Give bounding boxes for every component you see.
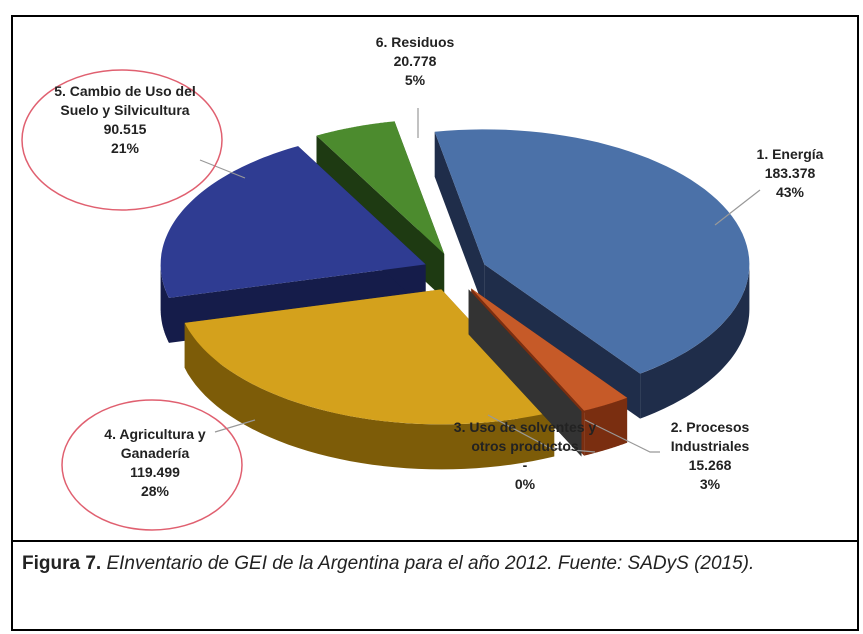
slice-amount: 20.778 — [393, 53, 437, 69]
slice-percent: 43% — [775, 184, 805, 200]
slice-amount: 183.378 — [764, 165, 816, 181]
frame — [11, 15, 859, 631]
slice — [468, 289, 582, 457]
slice-name: 3. Uso de solventes y otros productos — [453, 419, 597, 454]
leader — [487, 414, 596, 453]
slice-top — [471, 288, 628, 411]
slice-amount: 119.499 — [130, 464, 180, 480]
highlight — [21, 69, 223, 211]
slice-label: 1. Energía 183.378 43% — [735, 145, 845, 202]
slice-percent: 0% — [514, 476, 536, 492]
leader — [214, 419, 256, 433]
slice-percent: 28% — [140, 483, 170, 499]
slice-top — [316, 121, 445, 254]
slice-label: 2. Procesos Industriales 15.268 3% — [645, 418, 775, 494]
slice-label: 6. Residuos 20.778 5% — [355, 33, 475, 90]
slice-percent: 21% — [110, 140, 140, 156]
slice-amount: - — [522, 457, 528, 473]
slice-amount: 90.515 — [103, 121, 147, 137]
caption-text: EInventario de GEI de la Argentina para … — [106, 553, 755, 574]
slice-label: 3. Uso de solventes y otros productos - 0% — [440, 418, 610, 494]
slice-wall — [468, 289, 582, 457]
slice-name: 6. Residuos — [375, 34, 455, 50]
slice-side — [184, 322, 555, 470]
slice-percent: 3% — [699, 476, 721, 492]
slice-name: 2. Procesos Industriales — [670, 419, 750, 454]
leader-lines — [199, 108, 761, 453]
caption: Figura 7. EInventario de GEI de la Argen… — [22, 550, 852, 578]
slice-percent: 5% — [404, 72, 426, 88]
caption-label: Figura 7. — [22, 553, 102, 574]
slice-side — [640, 264, 750, 419]
highlight — [61, 399, 243, 531]
slice-name: 1. Energía — [756, 146, 824, 162]
leader — [199, 159, 246, 179]
slice-top — [184, 289, 555, 425]
slice-side — [160, 264, 169, 343]
slice-amount: 15.268 — [688, 457, 732, 473]
slice-name: 4. Agricultura y Ganadería — [104, 426, 206, 461]
leader — [714, 189, 761, 226]
slice-top — [434, 129, 750, 374]
slice-wall — [434, 131, 485, 310]
slices — [160, 121, 750, 470]
slice-label: 5. Cambio de Uso del Suelo y Silvicultur… — [45, 82, 205, 158]
slice-side — [584, 397, 628, 456]
leader — [584, 419, 660, 453]
slice-label: 4. Agricultura y Ganadería 119.499 28% — [75, 425, 235, 501]
slice-name: 5. Cambio de Uso del Suelo y Silvicultur… — [54, 83, 196, 118]
slice-top — [160, 146, 426, 298]
